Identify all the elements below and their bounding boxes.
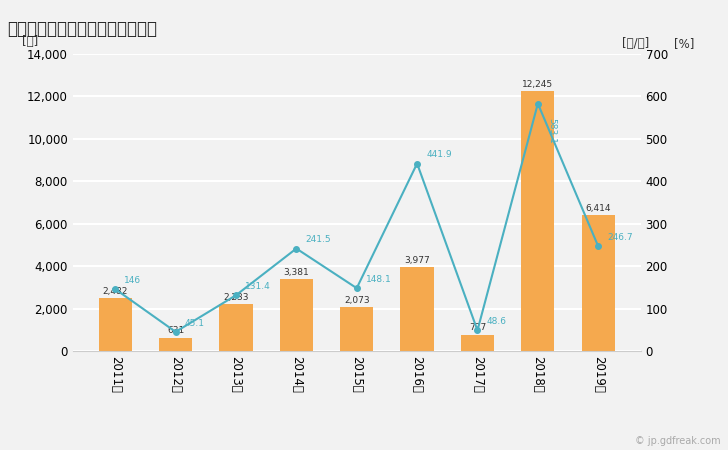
Text: 45.1: 45.1: [185, 319, 205, 328]
Text: 777: 777: [469, 324, 486, 333]
Text: 131.4: 131.4: [245, 282, 271, 291]
Text: 583.1: 583.1: [547, 118, 556, 144]
Text: 148.1: 148.1: [365, 275, 392, 284]
Bar: [340, 307, 373, 351]
Text: [㎡/棟]: [㎡/棟]: [622, 37, 649, 50]
Text: 241.5: 241.5: [306, 235, 331, 244]
Text: 146: 146: [124, 276, 141, 285]
Text: 246.7: 246.7: [607, 233, 633, 242]
Bar: [400, 267, 434, 351]
Bar: [582, 215, 615, 351]
Bar: [219, 304, 253, 351]
Text: 12,245: 12,245: [522, 80, 553, 89]
Bar: [98, 298, 132, 351]
Text: 非木造建築物の床面積合計の推移: 非木造建築物の床面積合計の推移: [7, 20, 157, 38]
Text: [%]: [%]: [674, 37, 695, 50]
Text: 631: 631: [167, 327, 184, 336]
Bar: [461, 334, 494, 351]
Bar: [280, 279, 313, 351]
Text: 2,233: 2,233: [223, 292, 249, 302]
Text: 2,073: 2,073: [344, 296, 370, 305]
Text: 2,482: 2,482: [103, 287, 128, 296]
Bar: [159, 338, 192, 351]
Text: © jp.gdfreak.com: © jp.gdfreak.com: [635, 436, 721, 446]
Text: 48.6: 48.6: [486, 317, 507, 326]
Text: [㎡]: [㎡]: [22, 35, 38, 48]
Bar: [521, 91, 555, 351]
Text: 6,414: 6,414: [585, 204, 611, 213]
Text: 3,381: 3,381: [283, 268, 309, 277]
Text: 3,977: 3,977: [404, 256, 430, 265]
Text: 441.9: 441.9: [426, 150, 452, 159]
